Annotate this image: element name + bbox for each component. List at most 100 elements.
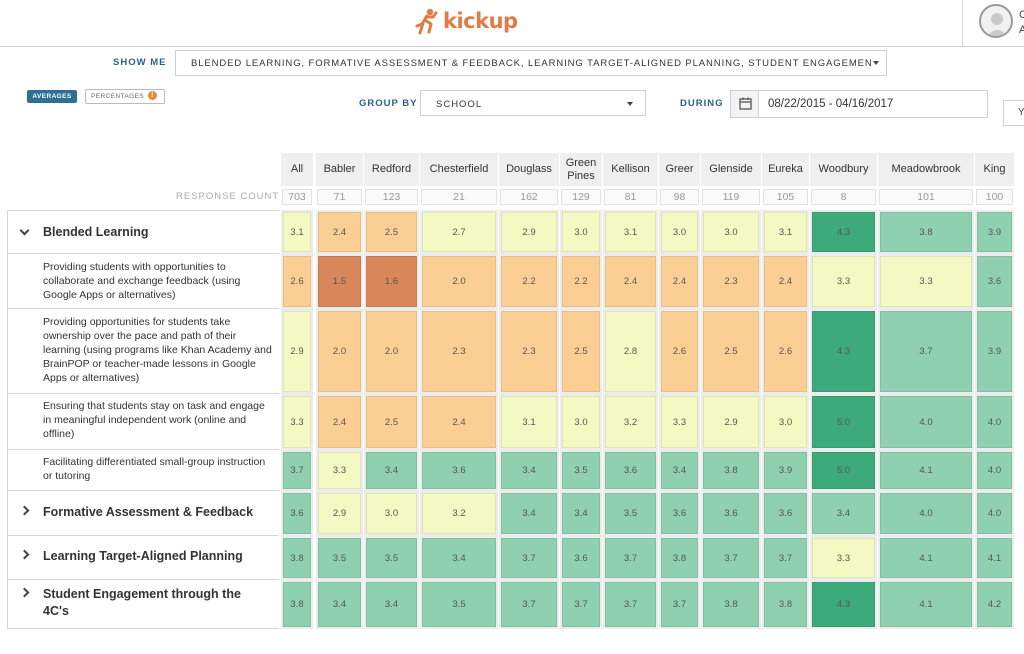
score-cell[interactable]: 4.1 (878, 450, 974, 491)
score-cell[interactable]: 3.7 (560, 580, 602, 629)
column-header[interactable]: Glenside (701, 153, 761, 186)
category-row-label[interactable]: Learning Target-Aligned Planning (7, 536, 279, 580)
score-cell[interactable]: 4.3 (810, 309, 877, 394)
category-row-label[interactable]: Blended Learning (7, 210, 279, 254)
column-header[interactable]: Kellison (603, 153, 658, 186)
score-cell[interactable]: 3.7 (762, 536, 809, 580)
column-header[interactable]: Green Pines (560, 153, 602, 186)
score-cell[interactable]: 3.6 (975, 254, 1014, 309)
chevron-right-icon[interactable] (19, 587, 30, 598)
avatar[interactable] (979, 4, 1013, 38)
score-cell[interactable]: 2.4 (420, 394, 498, 450)
score-cell[interactable]: 3.5 (316, 536, 363, 580)
score-cell[interactable]: 3.8 (878, 210, 974, 254)
score-cell[interactable]: 1.5 (316, 254, 363, 309)
score-cell[interactable]: 4.0 (975, 450, 1014, 491)
score-cell[interactable]: 4.1 (878, 580, 974, 629)
score-cell[interactable]: 3.6 (659, 491, 700, 536)
category-row-label[interactable]: Student Engagement through the 4C's (7, 580, 279, 629)
score-cell[interactable]: 3.4 (420, 536, 498, 580)
score-cell[interactable]: 2.6 (659, 309, 700, 394)
score-cell[interactable]: 2.6 (762, 309, 809, 394)
score-cell[interactable]: 3.0 (701, 210, 761, 254)
score-cell[interactable]: 2.6 (281, 254, 313, 309)
score-cell[interactable]: 3.4 (364, 580, 419, 629)
percentages-toggle[interactable]: PERCENTAGES ! (85, 89, 165, 104)
score-cell[interactable]: 2.3 (499, 309, 559, 394)
score-cell[interactable]: 3.6 (420, 450, 498, 491)
score-cell[interactable]: 3.0 (762, 394, 809, 450)
score-cell[interactable]: 4.0 (975, 394, 1014, 450)
score-cell[interactable]: 3.5 (603, 491, 658, 536)
score-cell[interactable]: 3.8 (762, 580, 809, 629)
score-cell[interactable]: 2.2 (560, 254, 602, 309)
score-cell[interactable]: 4.3 (810, 210, 877, 254)
column-header[interactable]: King (975, 153, 1014, 186)
score-cell[interactable]: 3.7 (281, 450, 313, 491)
score-cell[interactable]: 3.9 (762, 450, 809, 491)
score-cell[interactable]: 3.4 (499, 450, 559, 491)
column-header[interactable]: Woodbury (810, 153, 877, 186)
kickup-logo[interactable]: kickup (413, 6, 518, 36)
score-cell[interactable]: 3.3 (810, 536, 877, 580)
score-cell[interactable]: 3.7 (603, 580, 658, 629)
score-cell[interactable]: 3.8 (281, 536, 313, 580)
score-cell[interactable]: 3.1 (762, 210, 809, 254)
score-cell[interactable]: 2.4 (316, 394, 363, 450)
score-cell[interactable]: 3.4 (316, 580, 363, 629)
score-cell[interactable]: 3.3 (810, 254, 877, 309)
score-cell[interactable]: 3.9 (975, 309, 1014, 394)
info-icon[interactable]: ! (148, 91, 157, 100)
score-cell[interactable]: 3.7 (659, 580, 700, 629)
date-range-picker[interactable]: 08/22/2015 - 04/16/2017 (730, 90, 988, 118)
score-cell[interactable]: 3.4 (659, 450, 700, 491)
score-cell[interactable]: 5.0 (810, 394, 877, 450)
column-header[interactable]: Redford (364, 153, 419, 186)
score-cell[interactable]: 3.6 (701, 491, 761, 536)
filter-button[interactable]: Y (1003, 100, 1024, 126)
score-cell[interactable]: 4.0 (878, 491, 974, 536)
score-cell[interactable]: 2.9 (701, 394, 761, 450)
score-cell[interactable]: 2.5 (364, 210, 419, 254)
score-cell[interactable]: 3.8 (659, 536, 700, 580)
column-header[interactable]: Greer (659, 153, 700, 186)
score-cell[interactable]: 2.7 (420, 210, 498, 254)
score-cell[interactable]: 3.8 (281, 580, 313, 629)
column-header[interactable]: Douglass (499, 153, 559, 186)
score-cell[interactable]: 3.7 (878, 309, 974, 394)
score-cell[interactable]: 3.5 (560, 450, 602, 491)
score-cell[interactable]: 3.0 (659, 210, 700, 254)
score-cell[interactable]: 3.1 (603, 210, 658, 254)
score-cell[interactable]: 3.6 (762, 491, 809, 536)
score-cell[interactable]: 2.4 (659, 254, 700, 309)
score-cell[interactable]: 3.3 (659, 394, 700, 450)
score-cell[interactable]: 5.0 (810, 450, 877, 491)
column-header[interactable]: Chesterfield (420, 153, 498, 186)
score-cell[interactable]: 3.5 (420, 580, 498, 629)
score-cell[interactable]: 4.2 (975, 580, 1014, 629)
score-cell[interactable]: 4.0 (878, 394, 974, 450)
score-cell[interactable]: 2.5 (364, 394, 419, 450)
column-header[interactable]: Meadowbrook (878, 153, 974, 186)
score-cell[interactable]: 4.1 (975, 536, 1014, 580)
score-cell[interactable]: 3.7 (701, 536, 761, 580)
chevron-right-icon[interactable] (19, 505, 30, 516)
show-me-select[interactable]: BLENDED LEARNING, FORMATIVE ASSESSMENT &… (175, 50, 887, 76)
score-cell[interactable]: 2.0 (364, 309, 419, 394)
score-cell[interactable]: 3.3 (878, 254, 974, 309)
score-cell[interactable]: 3.8 (701, 450, 761, 491)
score-cell[interactable]: 3.7 (603, 536, 658, 580)
score-cell[interactable]: 3.0 (560, 394, 602, 450)
chevron-right-icon[interactable] (19, 549, 30, 560)
score-cell[interactable]: 3.4 (810, 491, 877, 536)
column-header[interactable]: Eureka (762, 153, 809, 186)
column-header[interactable]: Babler (316, 153, 363, 186)
score-cell[interactable]: 3.4 (364, 450, 419, 491)
score-cell[interactable]: 2.0 (316, 309, 363, 394)
user-menu[interactable]: C A (962, 0, 1024, 47)
score-cell[interactable]: 2.5 (701, 309, 761, 394)
score-cell[interactable]: 2.5 (560, 309, 602, 394)
score-cell[interactable]: 2.3 (420, 309, 498, 394)
column-header[interactable]: All (281, 153, 313, 186)
score-cell[interactable]: 4.0 (975, 491, 1014, 536)
